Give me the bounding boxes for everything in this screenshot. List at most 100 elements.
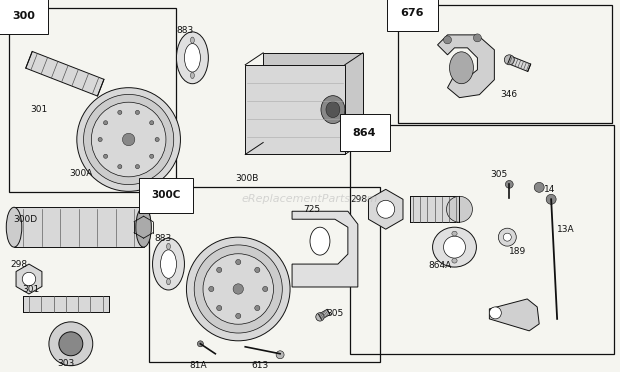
Ellipse shape	[276, 351, 284, 359]
Ellipse shape	[209, 286, 214, 292]
Text: 305: 305	[326, 310, 343, 318]
Ellipse shape	[503, 233, 512, 241]
Ellipse shape	[155, 137, 159, 142]
Text: 864: 864	[353, 128, 376, 138]
Ellipse shape	[203, 254, 273, 324]
Bar	[14, 207, 144, 247]
Text: 13A: 13A	[557, 225, 575, 234]
Ellipse shape	[505, 180, 513, 188]
Ellipse shape	[149, 154, 154, 158]
Polygon shape	[16, 264, 42, 294]
Ellipse shape	[443, 36, 451, 44]
Polygon shape	[438, 35, 494, 98]
Ellipse shape	[443, 236, 466, 258]
Ellipse shape	[236, 259, 241, 264]
Ellipse shape	[450, 52, 474, 84]
Text: 298: 298	[11, 260, 27, 269]
Text: 613: 613	[252, 361, 269, 370]
Polygon shape	[368, 189, 403, 229]
Ellipse shape	[136, 207, 151, 247]
Ellipse shape	[452, 231, 457, 236]
Ellipse shape	[321, 96, 345, 124]
Ellipse shape	[216, 267, 222, 273]
Ellipse shape	[167, 243, 170, 250]
Ellipse shape	[22, 272, 36, 286]
Bar	[246, 65, 345, 154]
Bar	[263, 53, 363, 142]
Ellipse shape	[161, 250, 177, 278]
Ellipse shape	[310, 227, 330, 255]
Ellipse shape	[91, 102, 166, 177]
Text: 300: 300	[12, 11, 35, 21]
Ellipse shape	[236, 313, 241, 318]
Text: 14: 14	[544, 185, 556, 194]
Ellipse shape	[489, 307, 502, 319]
Polygon shape	[23, 296, 108, 312]
Ellipse shape	[184, 44, 200, 72]
Ellipse shape	[216, 305, 222, 311]
Ellipse shape	[122, 133, 135, 146]
Text: 676: 676	[401, 8, 424, 18]
Text: 300C: 300C	[151, 190, 181, 201]
Ellipse shape	[233, 284, 244, 294]
Text: 81A: 81A	[190, 361, 207, 370]
Text: 883: 883	[154, 234, 171, 243]
Ellipse shape	[255, 305, 260, 311]
Ellipse shape	[534, 182, 544, 192]
Text: 301: 301	[22, 285, 40, 294]
Ellipse shape	[446, 196, 472, 222]
Text: 300D: 300D	[13, 215, 37, 224]
Ellipse shape	[49, 322, 93, 366]
Text: 883: 883	[177, 26, 194, 35]
Ellipse shape	[149, 121, 154, 125]
Ellipse shape	[98, 137, 102, 142]
Ellipse shape	[190, 37, 194, 43]
Ellipse shape	[197, 341, 203, 347]
Ellipse shape	[326, 102, 340, 118]
Text: eReplacementParts.com: eReplacementParts.com	[242, 194, 378, 204]
Ellipse shape	[104, 154, 108, 158]
Ellipse shape	[135, 110, 140, 115]
Text: 864A: 864A	[428, 261, 451, 270]
Text: 298: 298	[351, 195, 368, 204]
Polygon shape	[489, 299, 539, 331]
Bar	[149, 187, 380, 362]
Text: 346: 346	[501, 90, 518, 99]
Ellipse shape	[255, 267, 260, 273]
Polygon shape	[319, 309, 330, 320]
Ellipse shape	[118, 164, 122, 169]
Ellipse shape	[84, 94, 174, 185]
Text: 189: 189	[509, 247, 526, 256]
Ellipse shape	[194, 245, 282, 333]
Bar	[397, 5, 612, 122]
Ellipse shape	[177, 32, 208, 84]
Ellipse shape	[135, 164, 140, 169]
Ellipse shape	[153, 238, 184, 290]
Ellipse shape	[6, 207, 22, 247]
Ellipse shape	[452, 258, 457, 263]
Polygon shape	[508, 56, 531, 71]
Ellipse shape	[167, 279, 170, 285]
Text: 300A: 300A	[69, 169, 92, 179]
Ellipse shape	[498, 228, 516, 246]
Bar	[9, 8, 177, 192]
Text: 303: 303	[57, 359, 74, 368]
Ellipse shape	[59, 332, 83, 356]
Ellipse shape	[546, 194, 556, 204]
Ellipse shape	[474, 34, 481, 42]
Ellipse shape	[433, 227, 476, 267]
Text: 301: 301	[30, 105, 48, 113]
Text: 305: 305	[490, 170, 507, 179]
Ellipse shape	[104, 121, 108, 125]
Ellipse shape	[377, 200, 395, 218]
Ellipse shape	[190, 72, 194, 78]
Bar	[350, 125, 614, 354]
Polygon shape	[292, 211, 358, 287]
Polygon shape	[26, 51, 104, 96]
Ellipse shape	[118, 110, 122, 115]
Ellipse shape	[316, 313, 324, 321]
Text: 725: 725	[303, 205, 321, 214]
Ellipse shape	[504, 55, 514, 65]
Text: 300B: 300B	[235, 174, 259, 183]
Ellipse shape	[263, 286, 268, 292]
